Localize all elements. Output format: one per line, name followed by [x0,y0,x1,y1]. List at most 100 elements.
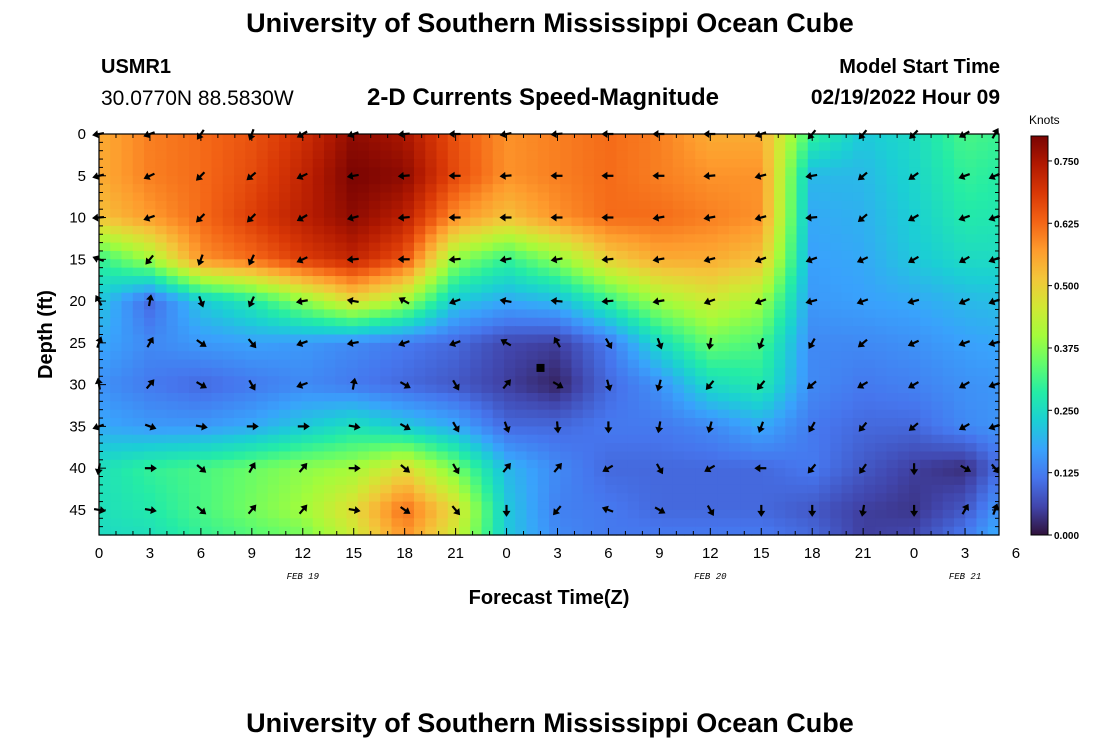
heat-cell [706,259,719,269]
heat-cell [301,234,314,244]
heat-cell [684,167,696,177]
heat-cell [549,367,561,377]
heat-cell [301,250,314,260]
heat-cell [796,401,809,411]
heat-cell [785,159,798,169]
heat-cell [414,326,426,336]
heat-cell [627,451,640,461]
heat-cell [222,309,235,319]
heat-cell [504,509,516,519]
heat-cell [976,426,989,436]
heat-cell [920,150,933,160]
heat-cell [402,418,415,427]
heat-cell [459,200,471,210]
heat-cell [909,225,921,235]
heat-cell [301,434,314,444]
heat-cell [504,384,516,394]
heat-cell [740,200,753,210]
heat-cell [909,518,921,528]
heat-cell [796,434,809,444]
heat-cell [537,284,550,294]
heat-cell [222,501,235,511]
heat-cell [189,426,201,436]
heat-cell [177,234,190,244]
heat-cell [852,434,865,444]
heat-cell [189,334,201,344]
heat-cell [571,309,584,319]
heat-cell [897,351,910,361]
heat-cell [796,518,809,528]
heat-cell [706,367,719,377]
heat-cell [312,259,325,269]
heat-cell [965,134,978,143]
heat-cell [819,509,831,519]
heat-cell [267,451,280,461]
heat-cell [807,167,820,177]
heat-cell [560,267,573,277]
heat-cell [144,159,156,169]
heat-cell [492,292,505,302]
current-arrow [754,464,767,473]
heat-cell [605,509,618,519]
heat-cell [920,351,933,361]
heat-cell [706,443,719,453]
heat-cell [571,401,584,411]
heat-cell [166,284,179,294]
heat-cell [571,250,584,260]
heat-cell [661,509,674,519]
heat-cell [279,292,291,302]
heat-cell [245,192,258,202]
heat-cell [560,175,573,185]
heat-cell [402,351,415,361]
heat-cell [582,401,595,411]
heat-cell [684,142,696,152]
heat-cell [110,301,123,311]
heat-cell [267,342,280,352]
heat-cell [312,443,325,453]
heat-cell [177,493,190,503]
heat-cell [942,409,955,419]
current-arrow [247,254,256,266]
y-tick-label: 20 [69,293,86,310]
heat-cell [290,175,303,185]
heat-cell [144,359,156,369]
heat-cell [447,167,460,177]
heat-cell [436,342,449,352]
heat-cell [402,526,415,536]
heat-cell [234,509,246,519]
heat-cell [211,175,224,185]
heat-cell [459,134,471,143]
heat-cell [335,493,348,503]
heat-cell [369,334,381,344]
heat-cell [222,401,235,411]
heat-cell [189,234,201,244]
heat-cell [357,526,370,536]
heat-cell [234,401,246,411]
heat-cell [481,142,494,152]
heat-cell [841,443,854,453]
heat-cell [830,518,843,528]
heat-cell [515,342,528,352]
current-arrow [958,214,971,222]
heat-cell [211,501,224,511]
heat-cell [166,150,179,160]
heat-cell [425,175,438,185]
heat-cell [875,209,888,219]
heat-cell [684,301,696,311]
heat-cell [526,342,539,352]
current-arrow [503,421,511,433]
heat-cell [425,301,438,311]
heat-cell [155,217,168,227]
heat-cell [526,267,539,277]
heat-cell [267,225,280,235]
heat-cell [987,175,1000,185]
heat-cell [616,334,629,344]
current-arrow [195,422,208,431]
heat-cell [830,217,843,227]
heat-cell [481,434,494,444]
heat-cell [571,351,584,361]
heat-cell [841,476,854,486]
heat-cell [684,259,696,269]
heat-cell [414,501,426,511]
heat-cell [661,409,674,419]
